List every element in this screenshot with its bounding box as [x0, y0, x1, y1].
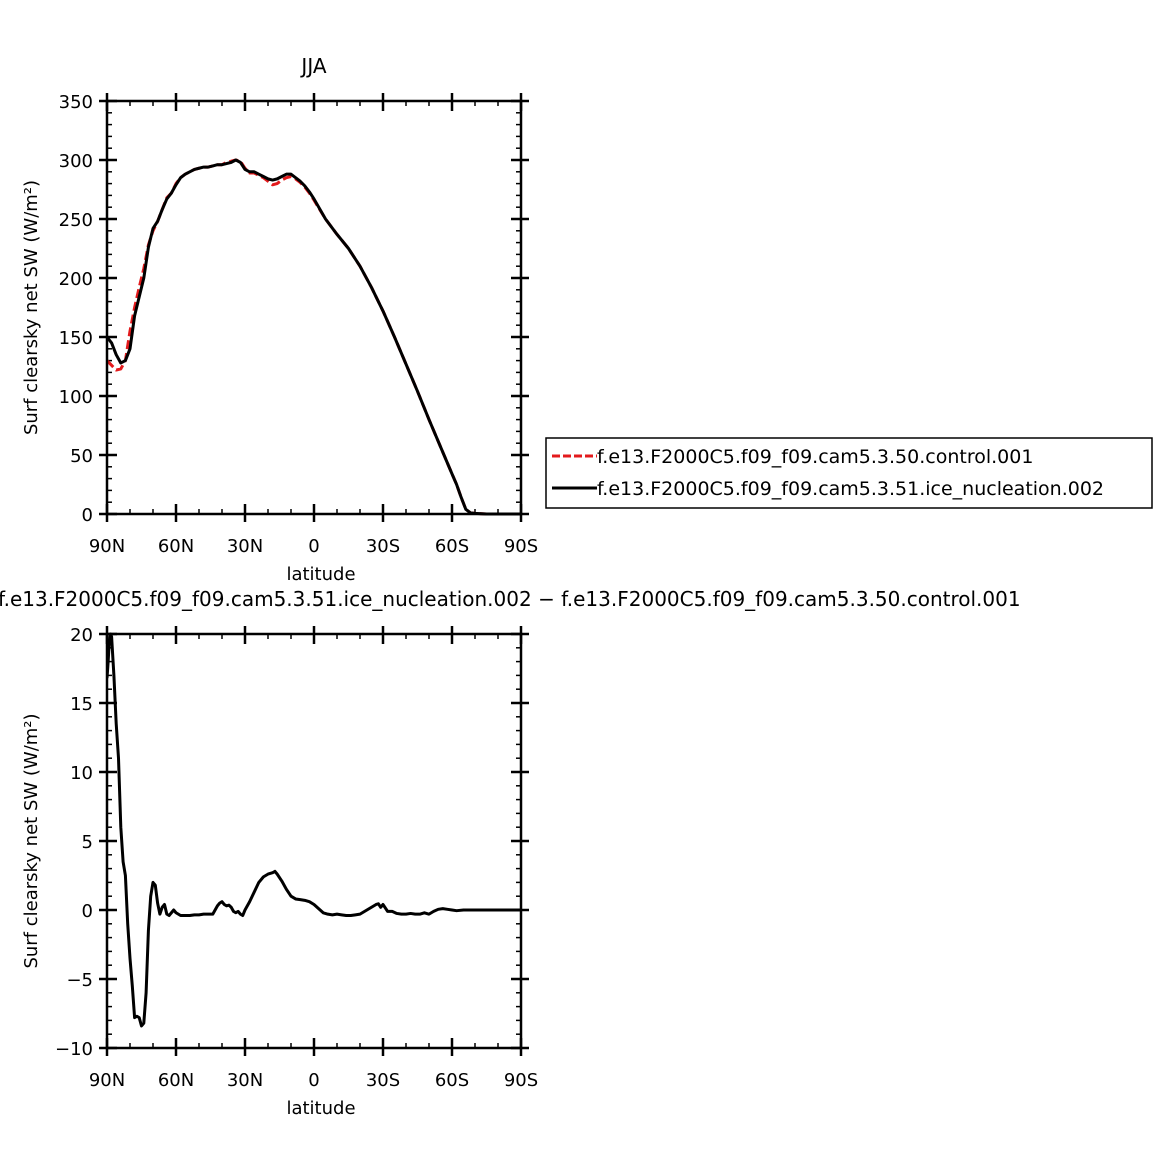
x-axis-title: latitude: [286, 1098, 355, 1119]
y-axis-title: Surf clearsky net SW (W/m²): [21, 713, 42, 968]
y-tick-label: 200: [59, 269, 93, 290]
legend: f.e13.F2000C5.f09_f09.cam5.3.50.control.…: [545, 437, 1153, 509]
y-tick-label: 15: [70, 694, 93, 715]
x-tick-label: 60N: [158, 536, 194, 557]
y-tick-label: 5: [82, 832, 93, 853]
series-line-1: [107, 158, 521, 516]
x-tick-label: 30N: [227, 1070, 263, 1091]
x-tick-label: 90S: [504, 1070, 538, 1091]
plot-title: f.e13.F2000C5.f09_f09.cam5.3.51.ice_nucl…: [0, 587, 1021, 611]
x-tick-label: 30S: [366, 536, 400, 557]
y-tick-label: 150: [59, 328, 93, 349]
x-tick-label: 0: [308, 1070, 319, 1091]
y-axis-title: Surf clearsky net SW (W/m²): [21, 180, 42, 435]
y-tick-label: 10: [70, 763, 93, 784]
plot-2: f.e13.F2000C5.f09_f09.cam5.3.51.ice_nucl…: [0, 587, 1021, 1119]
plot-frame: [105, 99, 523, 516]
x-tick-label: 30N: [227, 536, 263, 557]
x-tick-label: 90N: [89, 536, 125, 557]
x-tick-label: 90N: [89, 1070, 125, 1091]
y-tick-label: 0: [82, 505, 93, 526]
y-tick-label: 100: [59, 387, 93, 408]
y-tick-label: 300: [59, 151, 93, 172]
x-axis-title: latitude: [286, 564, 355, 585]
series-line-2: [107, 158, 521, 516]
series-line-1: [107, 632, 521, 1028]
y-tick-label: 50: [70, 446, 93, 467]
plot-title: JJA: [299, 54, 326, 78]
y-tick-label: 250: [59, 210, 93, 231]
x-tick-label: 60N: [158, 1070, 194, 1091]
y-tick-label: −10: [55, 1039, 93, 1060]
plot-frame: [105, 632, 523, 1050]
y-tick-label: −5: [66, 970, 93, 991]
x-tick-label: 60S: [435, 1070, 469, 1091]
y-tick-label: 350: [59, 92, 93, 113]
x-tick-label: 90S: [504, 536, 538, 557]
plot-1: JJA 90N 60N 30N 0 30S 60S 90S 0 50 100 150 200 250 300…: [21, 54, 1153, 585]
legend-box: [545, 437, 1153, 509]
legend-label-1: f.e13.F2000C5.f09_f09.cam5.3.50.control.…: [597, 446, 1033, 468]
x-tick-label: 30S: [366, 1070, 400, 1091]
y-tick-label: 0: [82, 901, 93, 922]
x-tick-label: 60S: [435, 536, 469, 557]
y-tick-label: 20: [70, 625, 93, 646]
x-tick-label: 0: [308, 536, 319, 557]
legend-label-2: f.e13.F2000C5.f09_f09.cam5.3.51.ice_nucl…: [597, 478, 1104, 500]
